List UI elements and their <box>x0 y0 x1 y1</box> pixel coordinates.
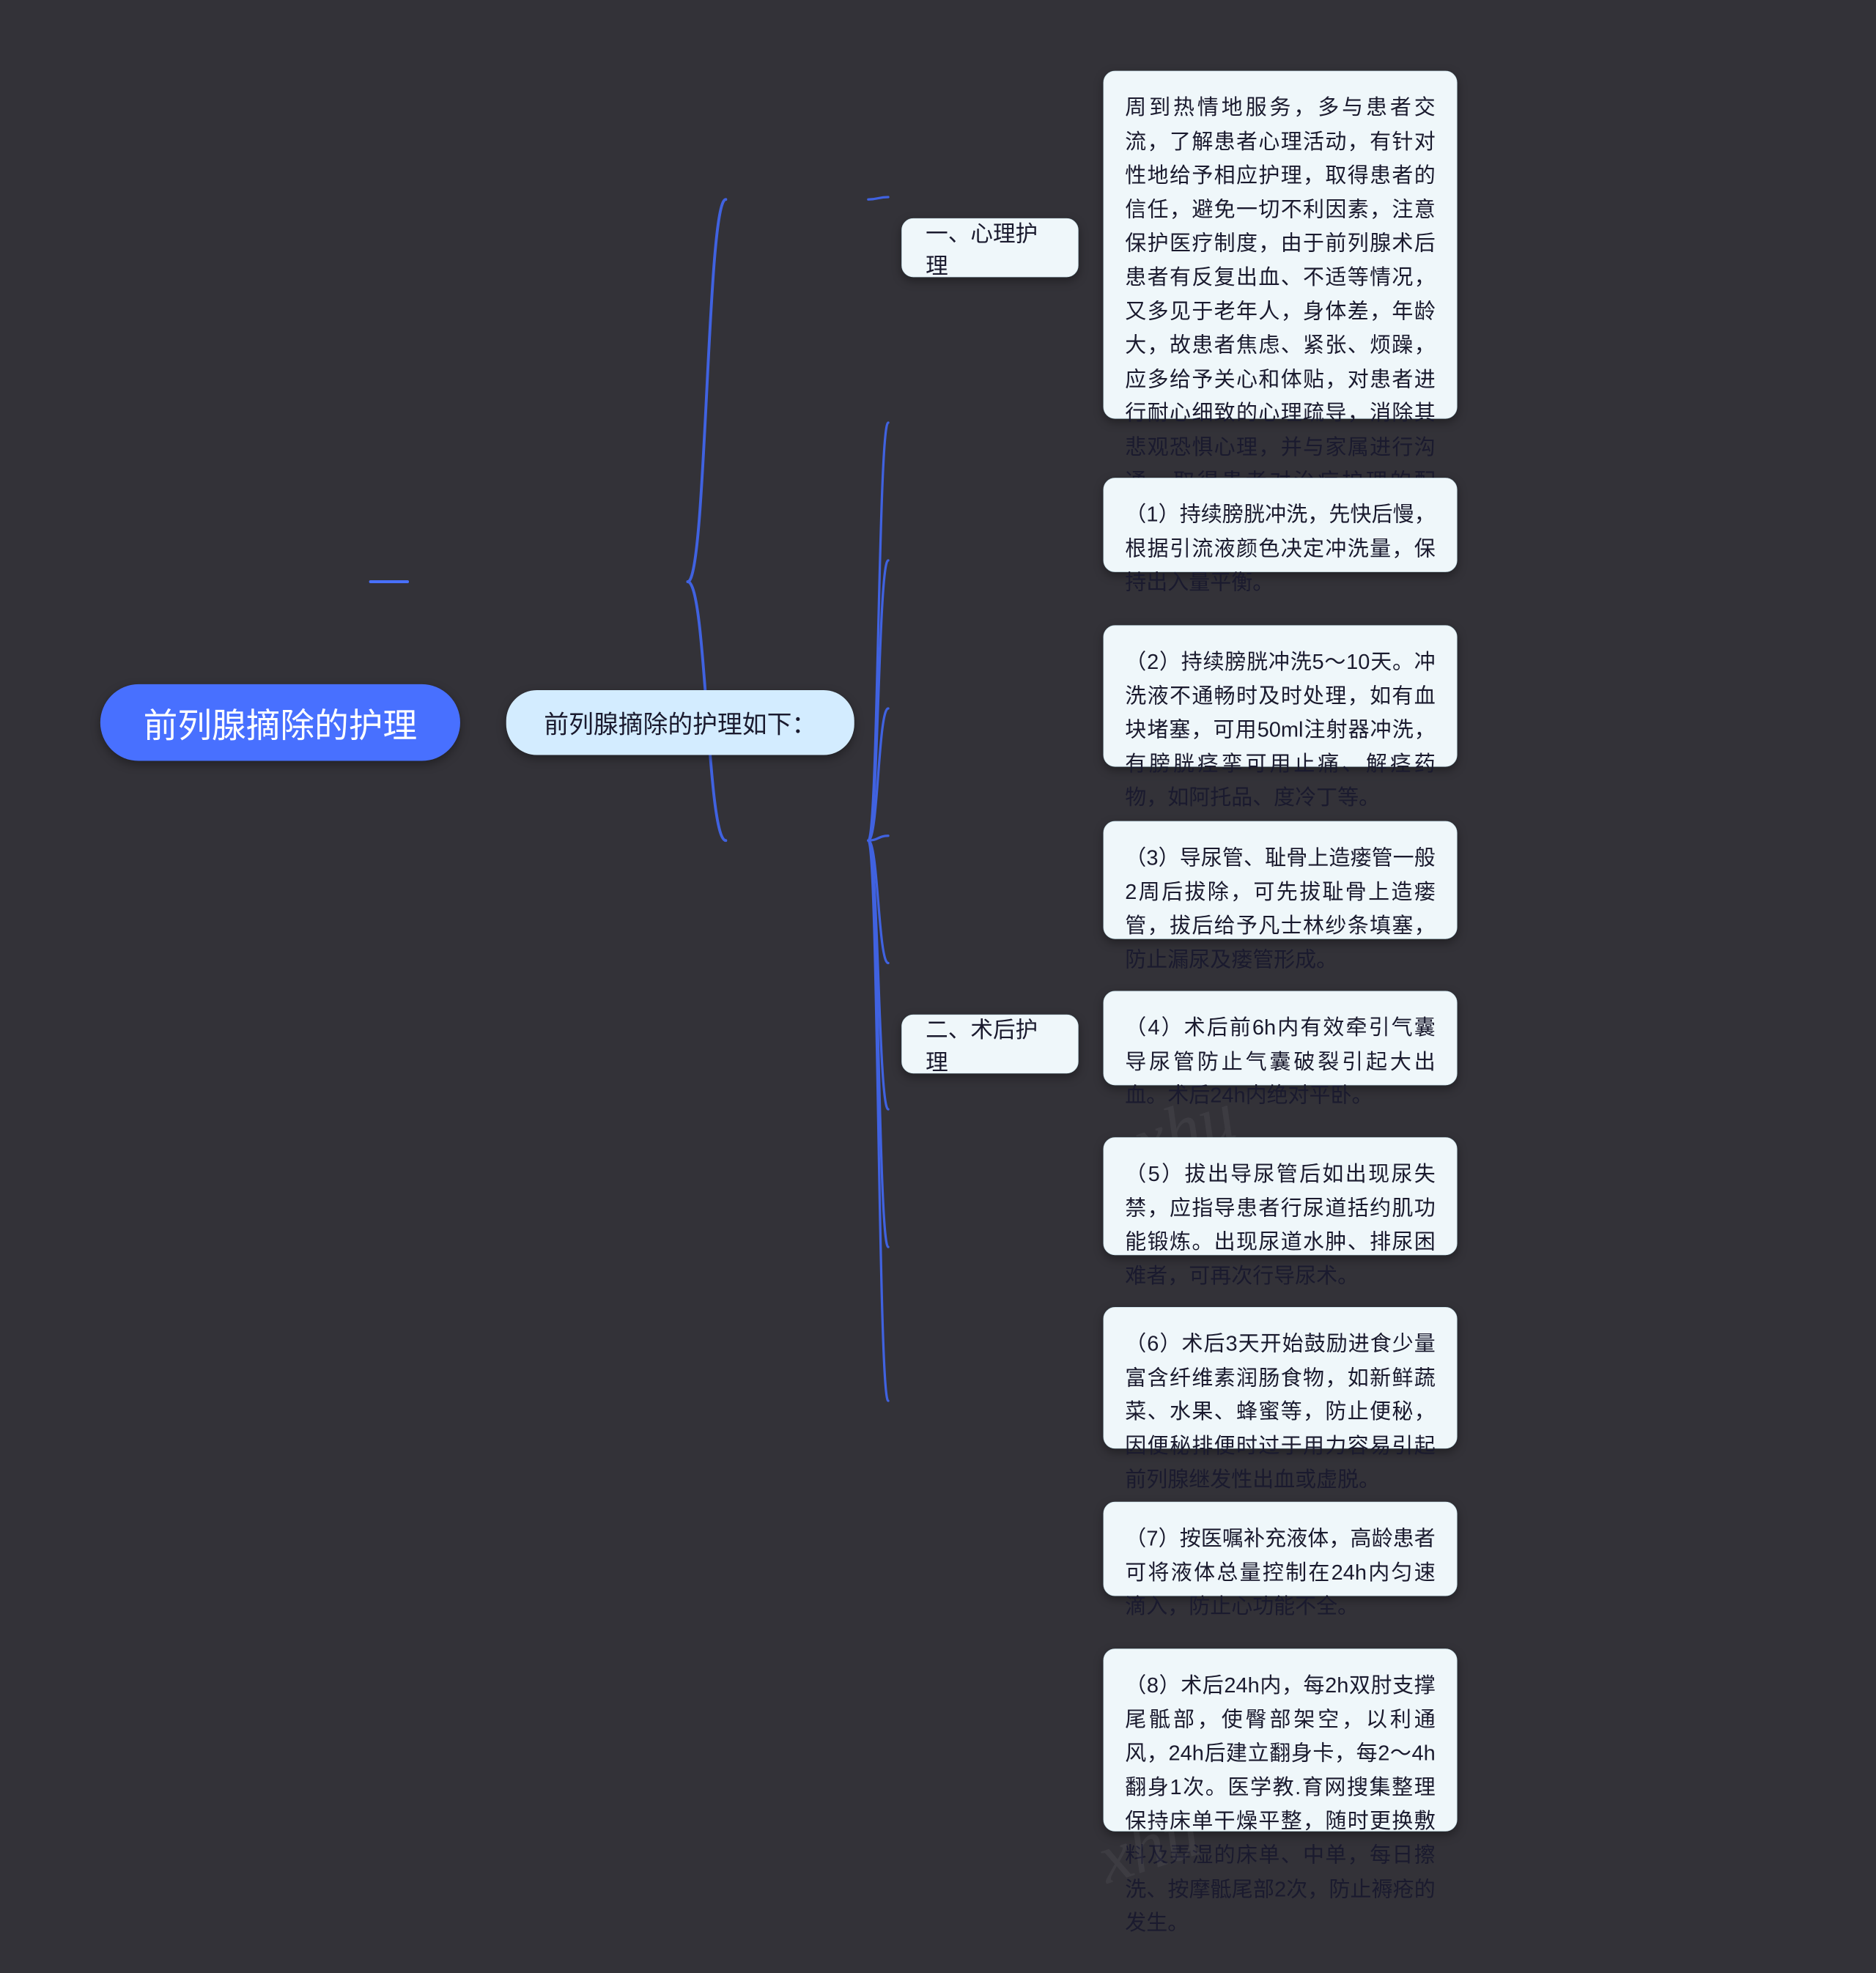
leaf-node-2-6[interactable]: （6）术后3天开始鼓励进食少量富含纤维素润肠食物，如新鲜蔬菜、水果、蜂蜜等，防止… <box>1104 1307 1458 1448</box>
leaf-node-2-1[interactable]: （1）持续膀胱冲洗，先快后慢，根据引流液颜色决定冲洗量，保持出入量平衡。 <box>1104 478 1458 572</box>
branch-node-2[interactable]: 二、术后护理 <box>901 1015 1079 1074</box>
leaf-node-2-5[interactable]: （5）拔出导尿管后如出现尿失禁，应指导患者行尿道括约肌功能锻炼。出现尿道水肿、排… <box>1104 1137 1458 1255</box>
subtitle-node[interactable]: 前列腺摘除的护理如下： <box>506 690 854 755</box>
leaf-node-2-4[interactable]: （4）术后前6h内有效牵引气囊导尿管防止气囊破裂引起大出血。术后24h内绝对平卧… <box>1104 991 1458 1086</box>
leaf-node-2-2[interactable]: （2）持续膀胱冲洗5～10天。冲洗液不通畅时及时处理，如有血块堵塞，可用50ml… <box>1104 625 1458 766</box>
leaf-node-2-7[interactable]: （7）按医嘱补充液体，高龄患者可将液体总量控制在24h内匀速滴入，防止心功能不全… <box>1104 1502 1458 1596</box>
leaf-node-2-8[interactable]: （8）术后24h内，每2h双肘支撑尾骶部，使臀部架空，以利通风，24h后建立翻身… <box>1104 1648 1458 1832</box>
root-node[interactable]: 前列腺摘除的护理 <box>100 684 460 761</box>
mindmap-canvas: 前列腺摘除的护理前列腺摘除的护理如下： 一、心理护理周到热情地服务，多与患者交流，… <box>0 0 1876 1973</box>
branch-node-1[interactable]: 一、心理护理 <box>901 218 1079 278</box>
leaf-node-1-1[interactable]: 周到热情地服务，多与患者交流，了解患者心理活动，有针对性地给予相应护理，取得患者… <box>1104 71 1458 419</box>
leaf-node-2-3[interactable]: （3）导尿管、耻骨上造瘘管一般2周后拔除，可先拔耻骨上造瘘管，拔后给予凡士林纱条… <box>1104 821 1458 939</box>
